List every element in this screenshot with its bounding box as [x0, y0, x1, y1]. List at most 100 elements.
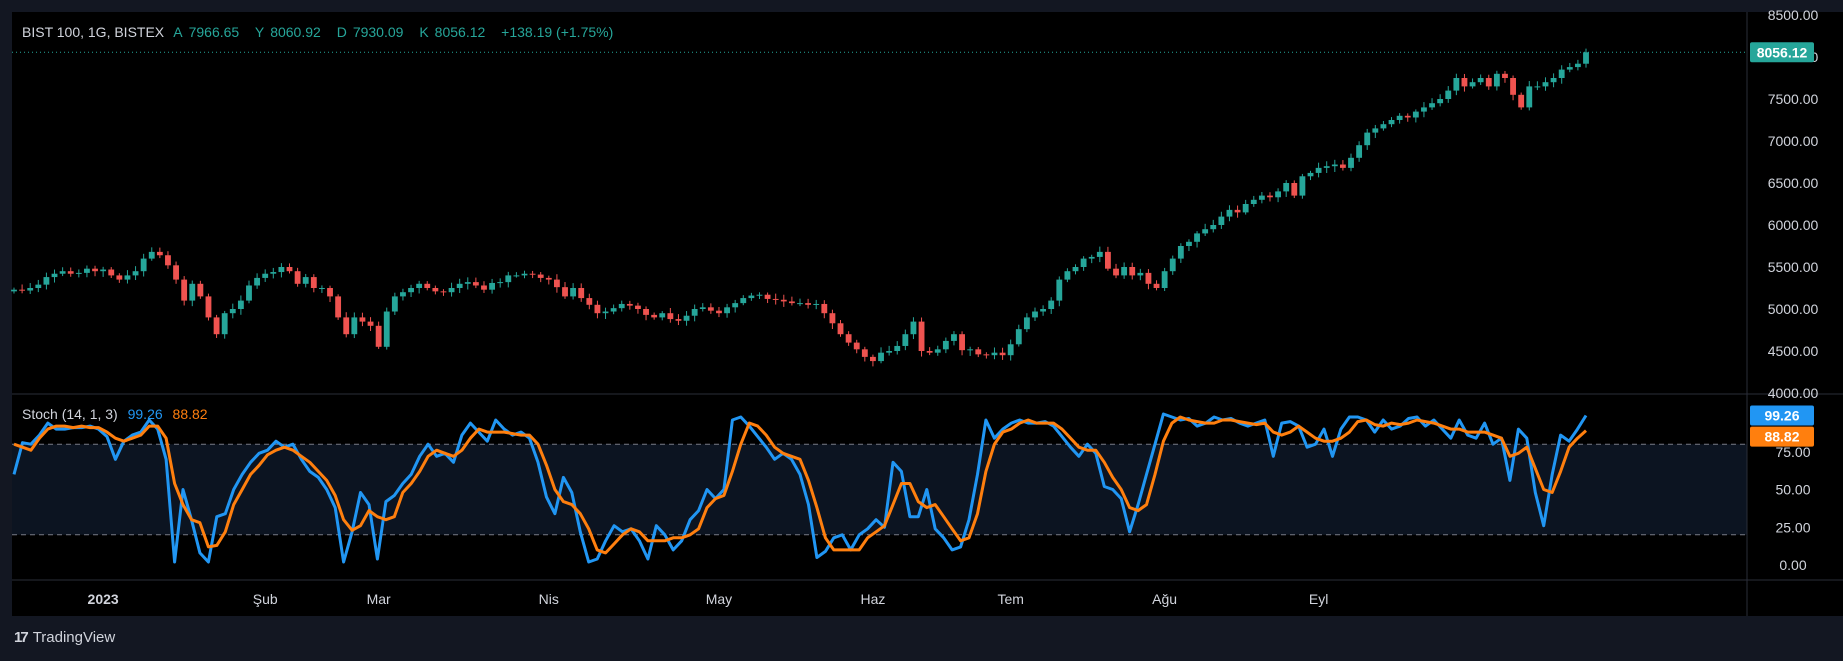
- close-value: 8056.12: [434, 24, 486, 40]
- candle-body: [716, 310, 722, 314]
- candle-body: [100, 269, 107, 272]
- candle-body: [1558, 69, 1565, 78]
- candle-body: [1534, 86, 1541, 88]
- candle-body: [1242, 204, 1249, 213]
- candle-body: [1226, 209, 1233, 217]
- candle-body: [1056, 279, 1063, 301]
- candle-body: [1040, 309, 1047, 312]
- candle-body: [845, 334, 852, 343]
- candle-body: [335, 296, 342, 318]
- candle-body: [918, 321, 925, 351]
- candle-body: [11, 289, 17, 292]
- candle-body: [464, 282, 471, 284]
- candle-body: [635, 305, 641, 309]
- candle-body: [148, 251, 155, 259]
- candle-body: [902, 334, 909, 346]
- last-price-badge-text: 8056.12: [1757, 44, 1808, 60]
- candle-body: [302, 277, 309, 284]
- candle-body: [51, 273, 58, 278]
- candle-body: [116, 275, 123, 280]
- candle-body: [1032, 311, 1038, 318]
- low-value: 7930.09: [352, 24, 404, 40]
- candle-body: [327, 288, 333, 297]
- candle-body: [1364, 132, 1371, 146]
- time-tick-label: Eyl: [1309, 591, 1328, 607]
- candle-body: [1234, 209, 1241, 213]
- candle-body: [553, 279, 560, 288]
- candle-body: [140, 258, 147, 272]
- time-tick-label: May: [706, 591, 732, 607]
- candle-body: [424, 283, 431, 288]
- candle-body: [1291, 183, 1298, 196]
- candle-body: [205, 296, 212, 318]
- stoch-name[interactable]: Stoch (14, 1, 3): [22, 406, 118, 422]
- candle-body: [489, 282, 495, 290]
- symbol-label[interactable]: BIST 100, 1G, BISTEX: [22, 24, 165, 40]
- candle-body: [772, 298, 779, 300]
- candle-body: [1461, 78, 1468, 87]
- candle-body: [934, 349, 941, 353]
- candle-body: [1421, 107, 1427, 112]
- candle-body: [351, 317, 358, 335]
- high-value: 8060.92: [270, 24, 321, 40]
- candle-body: [797, 303, 803, 305]
- stoch-k-badge-bg: [1750, 405, 1814, 426]
- candle-body: [75, 272, 82, 274]
- candle-body: [1388, 120, 1395, 125]
- candle-body: [732, 303, 739, 308]
- candle-body: [1372, 128, 1379, 133]
- candle-body: [367, 321, 374, 326]
- tradingview-logo[interactable]: 17 TradingView: [14, 629, 115, 646]
- candle-body: [1339, 164, 1346, 168]
- candle-body: [829, 313, 836, 324]
- open-value: 7966.65: [188, 24, 240, 40]
- candle-body: [213, 317, 220, 335]
- candle-body: [505, 275, 512, 283]
- price-tick-label: 6500.00: [1768, 175, 1819, 191]
- candle-body: [481, 285, 487, 290]
- stoch-tick-label: 0.00: [1779, 557, 1806, 573]
- candle-body: [691, 309, 698, 316]
- candle-body: [1080, 258, 1087, 267]
- candle-body: [991, 352, 998, 356]
- candle-body: [756, 294, 763, 296]
- time-tick-label: Ağu: [1152, 591, 1177, 607]
- price-axis-area: [1747, 12, 1843, 616]
- stoch-k-line: [12, 412, 1588, 564]
- candle-body: [951, 334, 957, 341]
- candle-body: [675, 319, 682, 321]
- candle-body: [1105, 251, 1111, 269]
- open-label: A: [173, 24, 183, 40]
- candle-body: [1550, 78, 1557, 83]
- candle-body: [286, 267, 293, 272]
- candle-body: [1129, 267, 1136, 276]
- stoch-tick-label: 25.00: [1775, 519, 1810, 535]
- candle-body: [1113, 268, 1119, 276]
- candle-body: [1315, 167, 1322, 173]
- stoch-tick-label: 50.00: [1775, 482, 1810, 498]
- candle-body: [999, 352, 1006, 356]
- candle-body: [294, 271, 301, 284]
- candle-body: [1169, 258, 1176, 272]
- stoch-d-badge: 88.82: [1750, 426, 1814, 447]
- candle-body: [975, 349, 982, 355]
- candle-body: [780, 299, 787, 302]
- candle-body: [1574, 63, 1581, 68]
- candle-body: [27, 288, 34, 291]
- candle-body: [497, 282, 504, 284]
- candle-body: [1258, 195, 1265, 200]
- price-tick-label: 4000.00: [1768, 385, 1819, 401]
- candle-body: [1186, 241, 1192, 246]
- price-tick-label: 7000.00: [1768, 133, 1819, 149]
- candle-body: [853, 342, 860, 350]
- candle-body: [59, 271, 66, 274]
- candle-body: [594, 304, 601, 314]
- candle-body: [246, 285, 252, 301]
- candle-body: [278, 267, 285, 273]
- candle-body: [1485, 78, 1492, 87]
- candle-body: [1023, 317, 1030, 330]
- candle-body: [886, 351, 893, 353]
- candle-body: [1015, 329, 1022, 345]
- candle-body: [1267, 195, 1273, 198]
